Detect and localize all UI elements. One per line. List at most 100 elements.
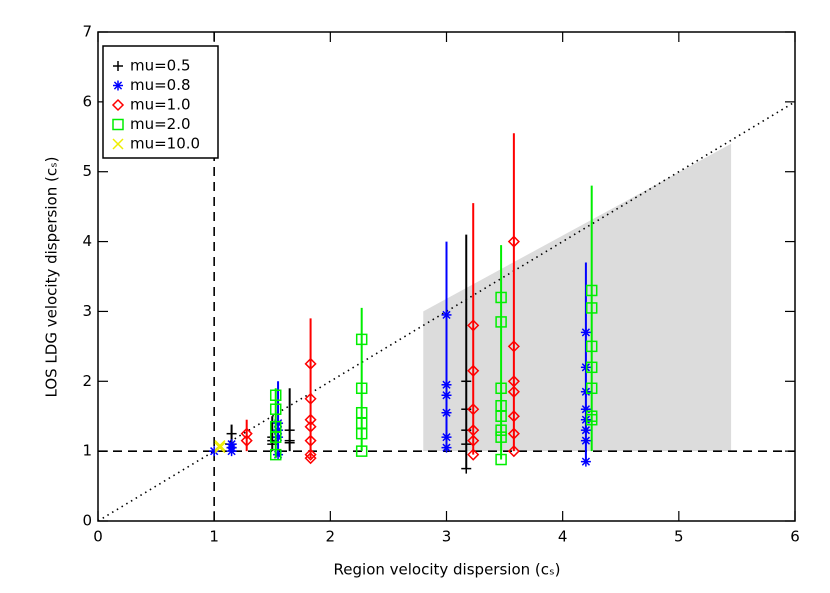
marker [461,463,472,474]
x-tick-label: 4 [558,528,568,546]
marker-stroke [442,433,451,442]
marker-shape [304,357,317,370]
marker [240,434,253,447]
marker [580,404,591,415]
marker-shape [495,382,507,395]
marker [461,376,472,387]
marker-stroke [113,81,123,90]
marker [441,309,452,320]
marker-shape [585,413,598,426]
marker [467,319,480,332]
marker-shape [304,420,317,433]
marker [461,425,472,436]
marker [580,456,591,467]
marker-shape [269,448,282,461]
x-tick-label: 6 [790,528,800,546]
marker-stroke [442,408,451,417]
x-tick-label: 5 [674,528,684,546]
y-tick-label: 6 [82,92,92,110]
marker [467,434,480,447]
marker [495,431,507,443]
marker-stroke [581,426,591,435]
y-tick-label: 5 [82,162,92,180]
legend: mu=0.5mu=0.8 mu=1.0mu=2.0 mu=10.0 [102,45,219,159]
y-tick-label: 4 [82,232,92,250]
y-tick-label: 2 [82,372,92,390]
marker [355,333,368,346]
legend-label: mu=2.0 [130,115,191,133]
marker-stroke [581,405,591,414]
marker-shape [585,361,598,374]
marker-shape [507,410,520,423]
marker-stroke [581,457,591,466]
marker-shape [355,333,368,346]
marker [507,445,520,458]
marker-stroke [442,443,451,452]
marker [585,382,598,395]
marker-shape [507,235,520,248]
marker-shape [467,403,480,416]
marker-stroke [227,447,236,456]
marker [355,445,368,457]
marker [467,403,480,416]
marker [495,291,507,304]
marker-shape [240,434,253,447]
x-axis-label: Region velocity dispersion (cₛ) [334,561,561,579]
marker-stroke [581,415,591,424]
legend-label: mu=0.5 [130,57,191,75]
marker [585,284,598,297]
marker-shape [355,382,368,395]
y-tick-label: 1 [82,442,92,460]
marker [273,449,284,460]
marker [269,403,282,415]
marker [585,413,598,426]
marker-shape [304,452,317,465]
marker-stroke [214,442,226,454]
marker-stroke [214,440,226,452]
marker-stroke [581,387,591,396]
marker [269,448,282,461]
marker-shape [269,389,282,402]
marker [112,138,124,150]
marker [507,340,520,353]
y-axis-label: LOS LDG velocity dispersion (cₛ) [43,156,61,397]
y-tick-label: 3 [82,302,92,320]
marker [111,98,125,112]
marker-shape [355,445,368,457]
marker [304,413,317,426]
marker-shape [507,445,520,458]
marker [269,389,282,402]
y-tick-label: 0 [82,512,92,530]
legend-box [102,45,219,159]
marker-shape [269,431,282,443]
marker-stroke [442,380,451,389]
marker [112,118,124,131]
marker [284,425,295,436]
marker-shape [495,453,507,466]
marker [441,407,452,418]
marker [304,434,317,447]
marker-shape [495,291,507,304]
marker [226,446,237,457]
legend-label: mu=10.0 [130,135,200,153]
marker [461,439,472,450]
marker [113,61,123,71]
marker-stroke [442,310,451,320]
marker-shape [467,434,480,447]
marker [441,432,452,443]
marker [495,424,507,436]
marker [580,327,591,338]
marker [269,431,282,443]
shaded-region [423,143,732,452]
marker [580,386,591,397]
marker [507,385,520,398]
marker [495,410,507,422]
marker-stroke [442,391,451,400]
x-tick-label: 1 [209,528,219,546]
marker [355,382,368,395]
marker-shape [112,118,124,131]
marker [507,410,520,423]
marker [441,379,452,390]
marker-shape [585,340,598,353]
